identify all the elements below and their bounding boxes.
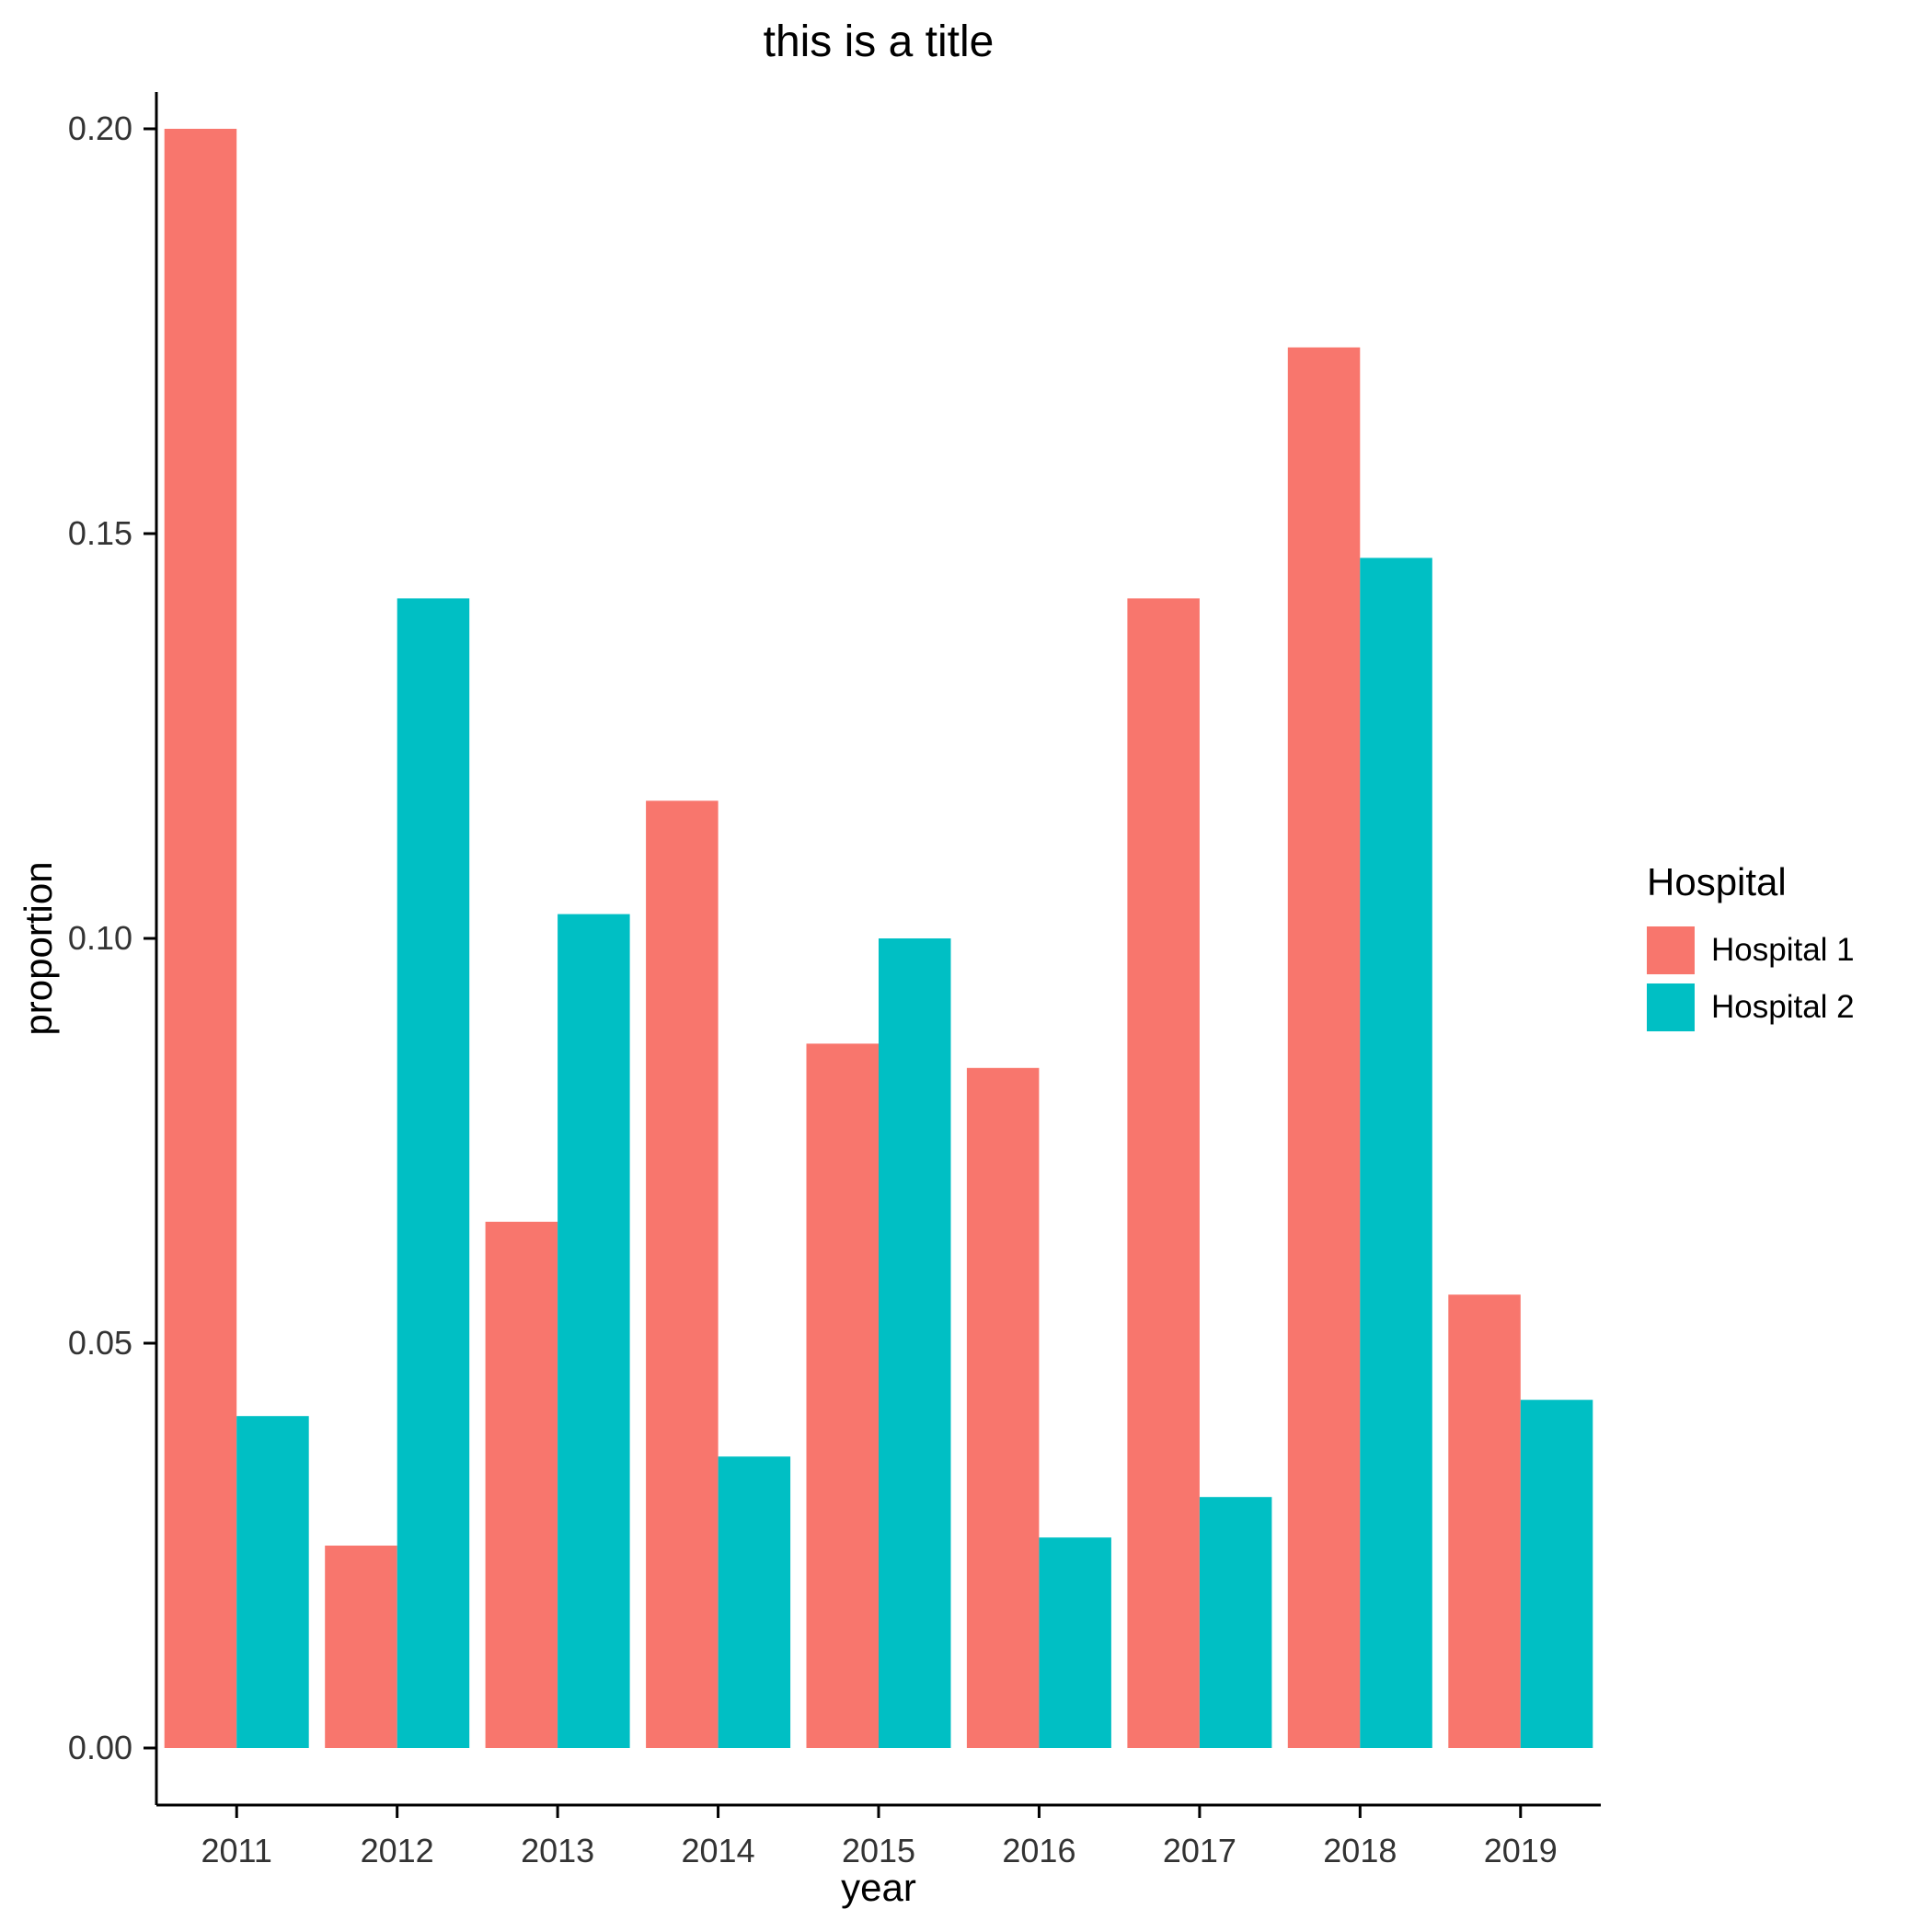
bar-hospital-2-2019 xyxy=(1520,1399,1593,1748)
bar-hospital-1-2017 xyxy=(1127,598,1200,1748)
legend-swatch-hospital-1 xyxy=(1647,926,1695,974)
bar-hospital-1-2014 xyxy=(646,800,719,1748)
y-tick-label: 0.20 xyxy=(68,109,132,147)
bar-hospital-1-2018 xyxy=(1287,347,1361,1749)
legend: Hospital Hospital 1 Hospital 2 xyxy=(1647,860,1855,1031)
bar-hospital-2-2015 xyxy=(879,938,951,1748)
y-axis-title: proportion xyxy=(17,861,60,1036)
bar-hospital-2-2016 xyxy=(1039,1537,1111,1748)
y-tick-label: 0.00 xyxy=(68,1729,132,1766)
bar-hospital-1-2013 xyxy=(485,1222,558,1748)
x-tick-label: 2013 xyxy=(521,1832,594,1869)
bar-hospital-1-2019 xyxy=(1448,1294,1521,1748)
legend-swatch-hospital-2 xyxy=(1647,983,1695,1031)
bar-hospital-2-2014 xyxy=(718,1456,791,1748)
bar-hospital-2-2018 xyxy=(1360,558,1432,1748)
bar-hospital-1-2012 xyxy=(325,1546,397,1748)
x-tick-label: 2015 xyxy=(842,1832,915,1869)
bar-hospital-1-2016 xyxy=(966,1067,1040,1748)
x-tick-label: 2011 xyxy=(201,1832,272,1869)
legend-item-hospital-1: Hospital 1 xyxy=(1647,926,1855,974)
legend-label-hospital-2: Hospital 2 xyxy=(1711,989,1855,1025)
x-tick-label: 2012 xyxy=(361,1832,434,1869)
y-tick-label: 0.15 xyxy=(68,514,132,552)
y-tick-label: 0.10 xyxy=(68,919,132,957)
legend-label-hospital-1: Hospital 1 xyxy=(1711,932,1855,968)
x-tick-label: 2014 xyxy=(682,1832,755,1869)
bar-hospital-1-2011 xyxy=(164,129,237,1748)
bar-hospital-2-2017 xyxy=(1199,1497,1272,1748)
x-tick-label: 2017 xyxy=(1163,1832,1236,1869)
x-axis-title: year xyxy=(841,1866,916,1909)
legend-title: Hospital xyxy=(1647,860,1787,903)
legend-item-hospital-2: Hospital 2 xyxy=(1647,983,1855,1031)
y-tick-label: 0.05 xyxy=(68,1324,132,1362)
x-tick-label: 2018 xyxy=(1323,1832,1397,1869)
x-tick-label: 2016 xyxy=(1002,1832,1075,1869)
x-tick-label: 2019 xyxy=(1484,1832,1558,1869)
bar-hospital-2-2013 xyxy=(558,914,630,1748)
bar-hospital-2-2012 xyxy=(397,598,470,1748)
bar-hospital-1-2015 xyxy=(806,1043,879,1748)
chart-title: this is a title xyxy=(763,17,995,66)
bar-hospital-2-2011 xyxy=(236,1416,309,1748)
